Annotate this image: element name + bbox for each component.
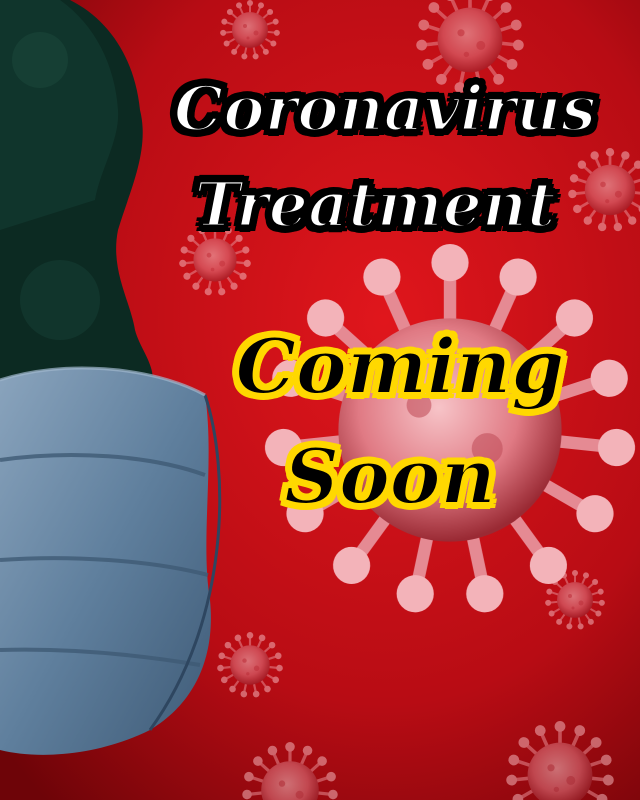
face-mask-icon <box>0 366 222 755</box>
subtitle-line-1: Coming <box>235 321 566 412</box>
title-line-1: Coronavirus <box>172 71 597 147</box>
title-line-2: Treatment <box>193 167 557 243</box>
subtitle-line-2: Soon <box>283 431 497 522</box>
head-silhouette-icon <box>0 0 153 420</box>
